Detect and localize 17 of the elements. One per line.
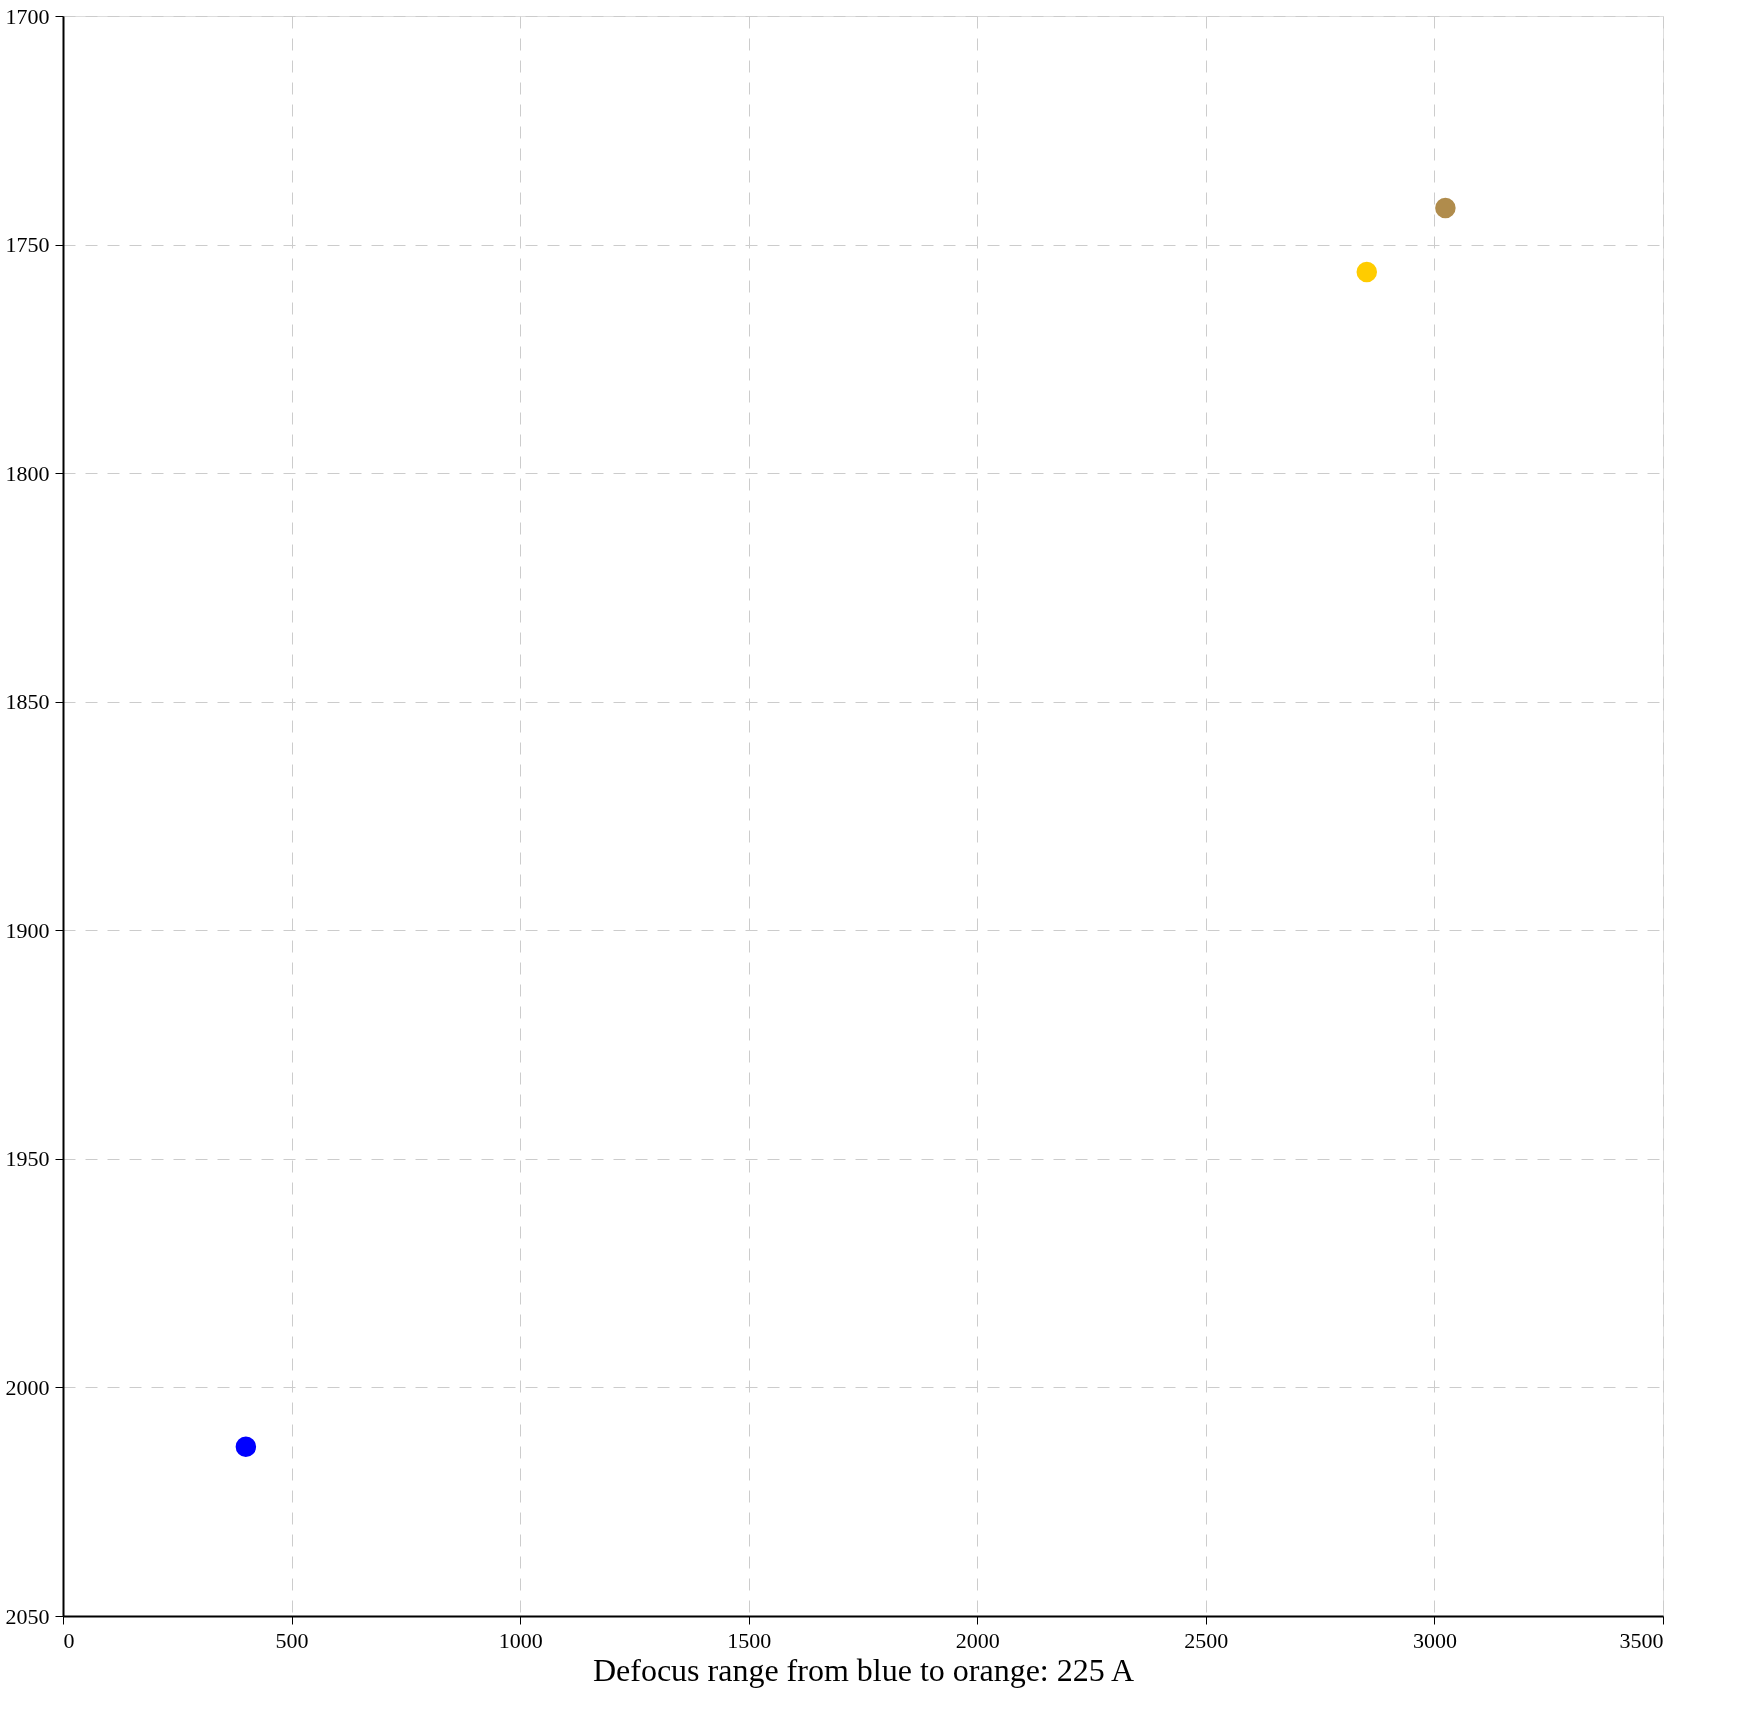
- y-tick-label: 1750: [5, 232, 50, 258]
- x-tick-label: 3000: [1412, 1627, 1457, 1653]
- y-tick-label: 1700: [5, 3, 50, 29]
- y-tick-label: 1800: [5, 460, 50, 486]
- x-tick-label: 2000: [955, 1627, 1000, 1653]
- y-tick-label: 1900: [5, 917, 50, 943]
- y-tick-label: 2000: [5, 1374, 50, 1400]
- y-tick-label: 1850: [5, 689, 50, 715]
- x-tick-label: 1000: [498, 1627, 543, 1653]
- y-tick-label: 1950: [5, 1146, 50, 1172]
- x-tick-label: 1500: [727, 1627, 772, 1653]
- x-tick-label: 2500: [1184, 1627, 1229, 1653]
- y-tick-label: 2050: [5, 1603, 50, 1629]
- x-tick-label: 3500: [1619, 1627, 1664, 1653]
- x-tick-label: 0: [63, 1627, 75, 1653]
- x-axis-title: Defocus range from blue to orange: 225 A: [592, 1651, 1135, 1688]
- x-tick-label: 500: [275, 1627, 309, 1653]
